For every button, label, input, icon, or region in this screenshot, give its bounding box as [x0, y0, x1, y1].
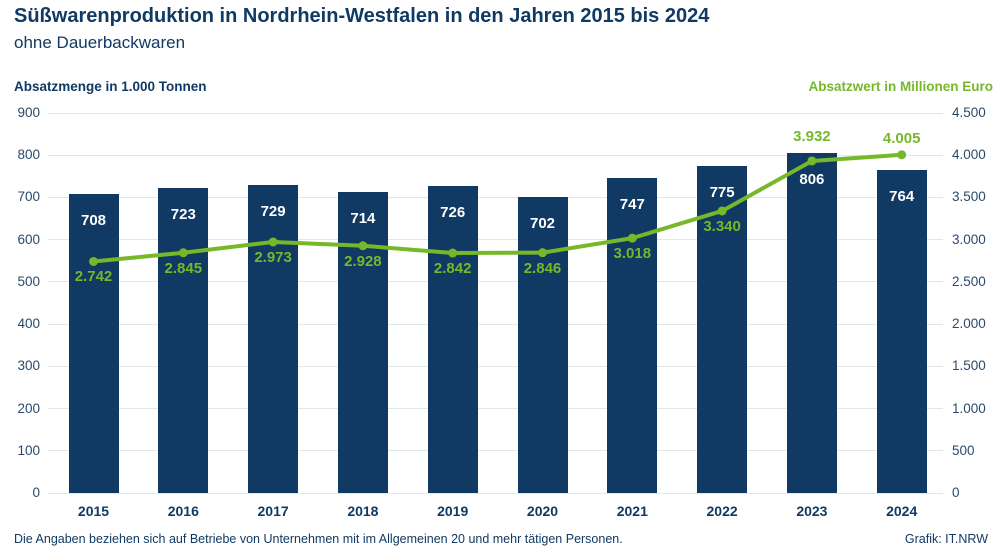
line-point-2021 [627, 233, 637, 243]
bar-value-2021: 747 [619, 195, 645, 213]
line-point-2017 [268, 237, 278, 247]
right-axis-title: Absatzwert in Millionen Euro [808, 79, 993, 94]
x-label-2019: 2019 [437, 503, 469, 519]
right-tick-1.500: 1.500 [952, 358, 986, 374]
chart-title: Süßwarenproduktion in Nordrhein-Westfale… [14, 5, 710, 27]
line-point-2018 [358, 241, 368, 251]
line-value-2024: 4.005 [882, 129, 921, 147]
line-value-2022: 3.340 [703, 217, 741, 235]
bar-2019 [427, 186, 478, 493]
left-tick-200: 200 [17, 400, 40, 416]
x-label-2016: 2016 [167, 503, 199, 519]
right-tick-0: 0 [952, 485, 960, 500]
x-label-2018: 2018 [347, 503, 379, 519]
right-tick-500: 500 [952, 442, 975, 458]
gridline-900 [48, 112, 943, 114]
line-path [91, 152, 904, 264]
bar-value-2020: 702 [529, 214, 556, 232]
line-value-2020: 2.846 [523, 259, 562, 277]
bar-2016 [158, 187, 209, 493]
x-label-2015: 2015 [77, 503, 110, 519]
gridline-0 [48, 492, 943, 494]
chart-subtitle: ohne Dauerbackwaren [14, 33, 186, 52]
left-tick-900: 900 [17, 105, 40, 120]
x-label-2020: 2020 [526, 503, 559, 519]
line-point-2020 [538, 248, 547, 258]
bar-2017 [248, 185, 299, 493]
right-tick-4.000: 4.000 [952, 147, 986, 163]
left-axis-title: Absatzmenge in 1.000 Tonnen [14, 79, 207, 94]
left-tick-500: 500 [17, 273, 40, 289]
gridline-400 [48, 323, 943, 325]
bar-2020 [517, 196, 568, 493]
chart-footer: Die Angaben beziehen sich auf Betriebe v… [14, 532, 988, 546]
line-point-2022 [717, 206, 727, 216]
right-tick-4.500: 4.500 [952, 105, 986, 120]
bar-value-2016: 723 [170, 205, 196, 223]
gridline-200 [48, 408, 943, 410]
line-value-2023: 3.932 [793, 127, 831, 145]
left-tick-400: 400 [17, 316, 40, 332]
line-point-2019 [448, 248, 458, 258]
left-tick-700: 700 [17, 189, 40, 205]
bar-value-2024: 764 [889, 188, 915, 206]
line-value-2017: 2.973 [254, 248, 292, 266]
bar-value-2017: 729 [260, 203, 286, 221]
x-label-2023: 2023 [796, 503, 828, 519]
line-value-2018: 2.928 [344, 252, 382, 270]
line-point-2024 [897, 150, 907, 160]
left-tick-300: 300 [17, 358, 40, 374]
gridline-600 [48, 239, 943, 241]
bar-2024 [876, 170, 927, 493]
left-tick-600: 600 [17, 231, 40, 247]
right-axis-ticks: 0 500 1.000 1.500 2.000 2.500 3.000 3.500 4.000 4… [952, 105, 998, 500]
line-value-2015: 2.742 [74, 268, 113, 286]
bar-value-2018: 714 [350, 209, 376, 227]
line-point-2016 [178, 248, 188, 258]
credit: Grafik: IT.NRW [904, 532, 988, 546]
bar-value-2019: 726 [440, 204, 466, 222]
gridline-800 [48, 154, 943, 156]
plot-area: 708 723 729 714 726 702 747 775 806 764 2.742 2.845… [48, 112, 943, 494]
right-tick-2.000: 2.000 [952, 316, 986, 332]
gridline-500 [48, 281, 943, 283]
line-value-2016: 2.845 [164, 259, 203, 277]
x-label-2017: 2017 [257, 503, 289, 519]
line-point-2023 [807, 156, 817, 166]
bar-2022 [697, 165, 748, 493]
gridline-700 [48, 196, 943, 198]
x-label-2022: 2022 [706, 503, 738, 519]
line-value-2021: 3.018 [613, 245, 652, 263]
line-point-2015 [89, 256, 98, 266]
bar-value-2015: 708 [80, 212, 107, 230]
footnote: Die Angaben beziehen sich auf Betriebe v… [14, 532, 623, 546]
gridline-300 [48, 365, 943, 367]
bar-2023 [786, 152, 837, 493]
bar-2021 [607, 177, 658, 493]
gridline-100 [48, 450, 943, 452]
right-tick-3.000: 3.000 [952, 231, 986, 247]
left-tick-0: 0 [32, 485, 40, 500]
line-series [89, 150, 907, 266]
x-label-2024: 2024 [886, 503, 918, 519]
bar-value-2023: 806 [799, 170, 825, 188]
x-label-2021: 2021 [616, 503, 648, 519]
bar-2015 [68, 194, 119, 493]
right-tick-2.500: 2.500 [952, 273, 986, 289]
left-tick-100: 100 [17, 442, 40, 458]
line-value-2019: 2.842 [433, 260, 472, 277]
left-tick-800: 800 [17, 147, 40, 163]
bar-value-2022: 775 [709, 183, 735, 201]
right-tick-1.000: 1.000 [952, 400, 986, 416]
right-tick-3.500: 3.500 [952, 189, 986, 205]
left-axis-ticks: 0 100 200 300 400 500 600 700 800 900 [0, 105, 40, 500]
